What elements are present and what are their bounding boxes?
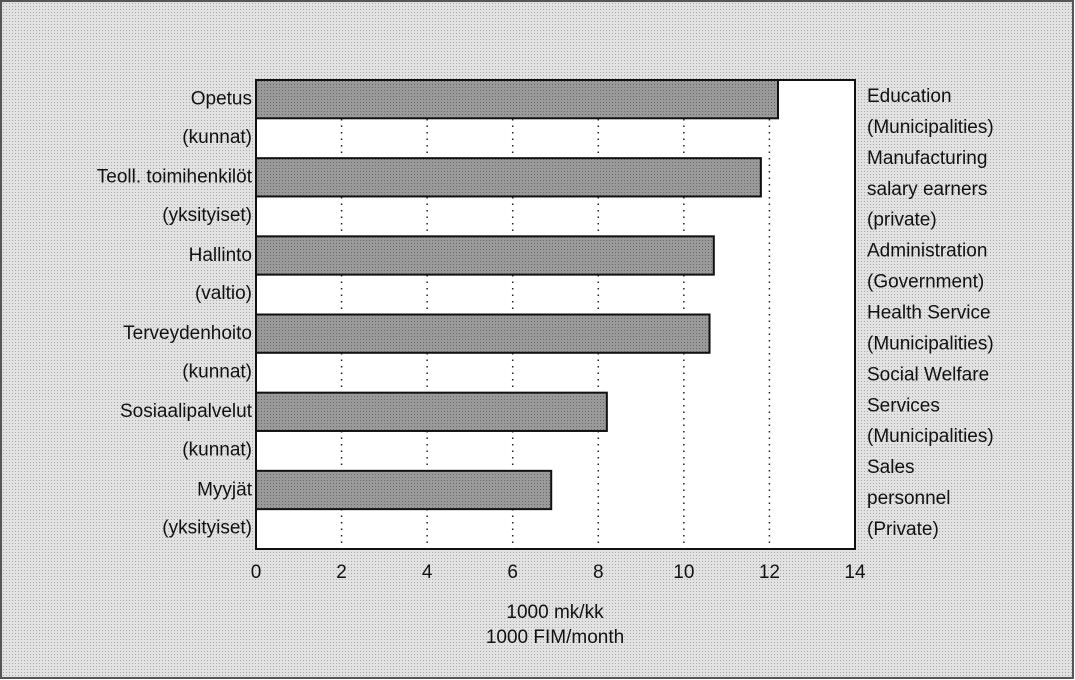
bar — [255, 157, 762, 198]
category-label: Myyjät — [197, 479, 253, 500]
x-tick-label: 10 — [673, 562, 694, 583]
x-tick-label: 12 — [759, 562, 780, 583]
category-label: Hallinto — [189, 245, 252, 266]
translation-label: Education — [867, 86, 952, 107]
x-tick-label: 8 — [593, 562, 604, 583]
category-note: (kunnat) — [182, 127, 252, 148]
category-note: (yksityiset) — [162, 518, 252, 539]
x-axis-label: 1000 mk/kk — [506, 602, 604, 623]
x-tick-label: 4 — [422, 562, 433, 583]
translation-label: (Private) — [867, 519, 939, 540]
translation-label: Sales — [867, 457, 915, 478]
category-note: (kunnat) — [182, 440, 252, 461]
category-note: (kunnat) — [182, 361, 252, 382]
translation-label: (Municipalities) — [867, 117, 994, 138]
category-label: Opetus — [191, 89, 252, 110]
translation-label: personnel — [867, 488, 950, 509]
translation-label: salary earners — [867, 179, 987, 200]
x-axis-label: 1000 FIM/month — [486, 627, 624, 648]
bar — [255, 391, 608, 432]
bar — [255, 313, 711, 354]
x-tick-label: 14 — [844, 562, 866, 583]
category-note: (valtio) — [195, 283, 252, 304]
translation-label: Manufacturing — [867, 148, 987, 169]
bar — [255, 469, 553, 511]
bar — [255, 79, 779, 120]
category-label: Teoll. toimihenkilöt — [97, 167, 253, 188]
category-label: Terveydenhoito — [123, 323, 252, 344]
translation-label: Social Welfare — [867, 364, 989, 385]
translation-label: (Government) — [867, 272, 984, 293]
bar — [255, 235, 715, 276]
translation-label: Services — [867, 395, 940, 416]
x-tick-label: 6 — [507, 562, 518, 583]
translation-label: (Municipalities) — [867, 333, 994, 354]
x-tick-label: 0 — [251, 562, 262, 583]
category-note: (yksityiset) — [162, 205, 252, 226]
translation-label: (Municipalities) — [867, 426, 994, 447]
x-tick-label: 2 — [336, 562, 347, 583]
translation-label: Administration — [867, 241, 987, 262]
translation-label: Health Service — [867, 303, 991, 324]
category-label: Sosiaalipalvelut — [120, 401, 253, 422]
translation-label: (private) — [867, 210, 937, 231]
